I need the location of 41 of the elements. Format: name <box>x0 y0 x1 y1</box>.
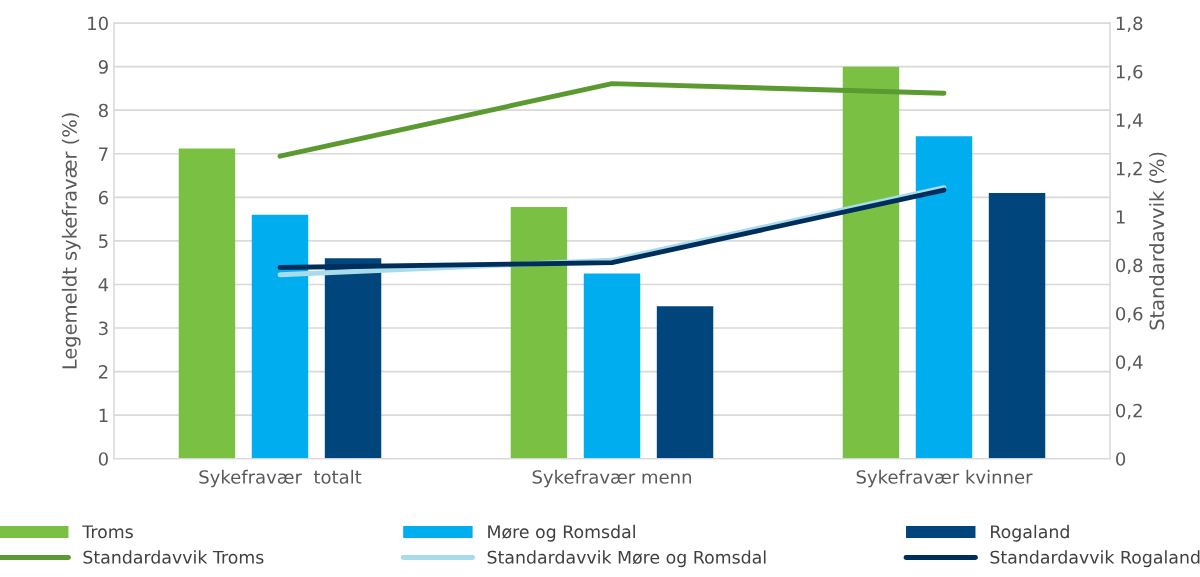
legend-label: Rogaland <box>991 524 1069 542</box>
y-tick-label: 0 <box>98 452 108 466</box>
bar <box>915 136 973 459</box>
legend-label: Standardavvik Møre og Romsdal <box>487 550 766 568</box>
legend-label: Standardavvik Rogaland <box>990 550 1200 568</box>
x-tick-label: Sykefravær menn <box>532 469 691 488</box>
bar <box>510 206 568 459</box>
y-tick-label: 5 <box>99 234 108 249</box>
y2-tick-label: 1,2 <box>1116 161 1142 178</box>
y2-tick-label: 0 <box>1116 452 1126 466</box>
bar <box>842 66 900 459</box>
y-tick-label: 2 <box>98 365 108 379</box>
y2-axis-title: Standardavvik (%) <box>1149 152 1167 330</box>
y-tick-label: 4 <box>98 278 109 292</box>
y-tick-label: 8 <box>98 103 108 118</box>
legend-label: Troms <box>82 525 133 539</box>
y-tick-label: 6 <box>98 190 108 205</box>
bar <box>656 306 714 459</box>
legend-label: Standardavvik Troms <box>83 550 264 564</box>
bar <box>988 192 1046 459</box>
y2-tick-label: 0,8 <box>1116 258 1143 275</box>
y-tick-label: 10 <box>88 16 108 31</box>
y-tick-label: 3 <box>99 321 108 336</box>
legend-label: Møre og Romsdal <box>488 524 635 542</box>
y2-tick-label: 1 <box>1116 210 1125 224</box>
x-tick-label: Sykefravær kvinner <box>856 469 1033 488</box>
bar <box>251 214 309 459</box>
bar <box>583 273 641 459</box>
x-tick-label: Sykefravær totalt <box>199 469 362 488</box>
bar <box>178 148 236 459</box>
y2-tick-label: 0,6 <box>1116 306 1143 323</box>
y-tick-label: 9 <box>98 60 108 74</box>
y2-tick-label: 1,6 <box>1116 64 1143 81</box>
y2-tick-label: 0,4 <box>1116 355 1143 371</box>
y2-tick-label: 1,8 <box>1116 16 1143 33</box>
y-axis-title: Legemeldt sykefravær (%) <box>61 113 81 369</box>
bar <box>324 258 382 459</box>
y2-tick-label: 1,4 <box>1116 113 1143 129</box>
y-tick-label: 1 <box>99 408 108 423</box>
y2-tick-label: 0,2 <box>1116 403 1142 420</box>
y-tick-label: 7 <box>99 147 108 161</box>
